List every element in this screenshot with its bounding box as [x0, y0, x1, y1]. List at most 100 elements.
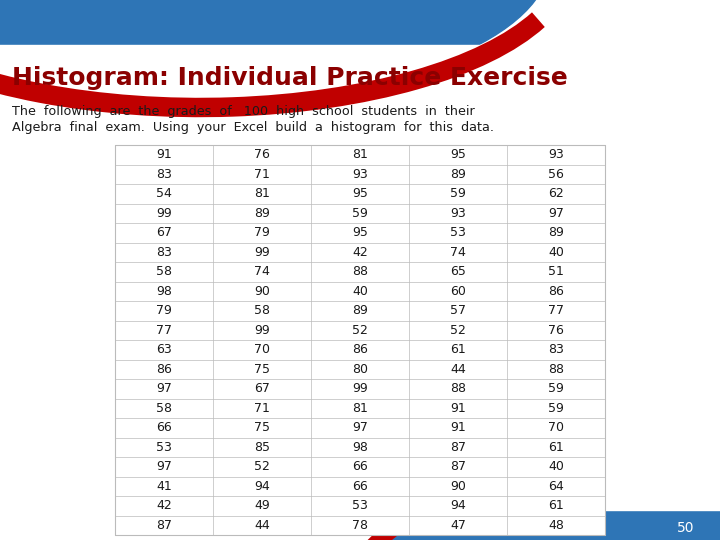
- Text: 76: 76: [548, 324, 564, 337]
- Text: 87: 87: [450, 460, 466, 473]
- Text: 95: 95: [450, 148, 466, 161]
- Text: 88: 88: [352, 265, 368, 278]
- Text: 71: 71: [254, 402, 270, 415]
- Text: 97: 97: [156, 382, 172, 395]
- Text: 98: 98: [352, 441, 368, 454]
- Bar: [0, 45, 720, 445]
- Text: Algebra  final  exam.  Using  your  Excel  build  a  histogram  for  this  data.: Algebra final exam. Using your Excel bui…: [12, 120, 494, 133]
- Text: 81: 81: [254, 187, 270, 200]
- Text: 89: 89: [352, 304, 368, 317]
- Text: 70: 70: [254, 343, 270, 356]
- Text: 40: 40: [548, 246, 564, 259]
- Text: 97: 97: [352, 421, 368, 434]
- Text: 70: 70: [548, 421, 564, 434]
- Text: 74: 74: [254, 265, 270, 278]
- Text: 75: 75: [254, 421, 270, 434]
- Text: 89: 89: [254, 207, 270, 220]
- Text: 47: 47: [450, 519, 466, 532]
- Bar: [0, 90, 720, 510]
- Text: 52: 52: [254, 460, 270, 473]
- Bar: [115, 145, 605, 535]
- Text: 78: 78: [352, 519, 368, 532]
- Text: 93: 93: [450, 207, 466, 220]
- Text: 93: 93: [548, 148, 564, 161]
- Text: 74: 74: [450, 246, 466, 259]
- Text: 83: 83: [548, 343, 564, 356]
- Text: 44: 44: [254, 519, 270, 532]
- Text: 93: 93: [352, 168, 368, 181]
- Text: 53: 53: [352, 500, 368, 512]
- Text: 71: 71: [254, 168, 270, 181]
- Text: 94: 94: [254, 480, 270, 492]
- Text: 99: 99: [352, 382, 368, 395]
- Text: 59: 59: [548, 382, 564, 395]
- Text: 61: 61: [548, 441, 564, 454]
- Text: 79: 79: [156, 304, 172, 317]
- Text: 80: 80: [352, 363, 368, 376]
- Text: 99: 99: [254, 324, 270, 337]
- Text: 86: 86: [156, 363, 172, 376]
- Text: 81: 81: [352, 402, 368, 415]
- Text: 57: 57: [450, 304, 466, 317]
- Text: 76: 76: [254, 148, 270, 161]
- Text: 85: 85: [254, 441, 270, 454]
- Text: 59: 59: [352, 207, 368, 220]
- Text: 86: 86: [548, 285, 564, 298]
- Text: 77: 77: [156, 324, 172, 337]
- Text: 40: 40: [548, 460, 564, 473]
- Text: 42: 42: [352, 246, 368, 259]
- Text: 58: 58: [254, 304, 270, 317]
- Text: 90: 90: [450, 480, 466, 492]
- Text: 97: 97: [548, 207, 564, 220]
- Text: 54: 54: [156, 187, 172, 200]
- Text: The  following  are  the  grades  of   100  high  school  students  in  their: The following are the grades of 100 high…: [12, 105, 474, 118]
- Text: 77: 77: [548, 304, 564, 317]
- Text: 42: 42: [156, 500, 172, 512]
- Ellipse shape: [360, 480, 720, 540]
- Text: 91: 91: [450, 402, 466, 415]
- Text: 66: 66: [156, 421, 172, 434]
- Text: 64: 64: [548, 480, 564, 492]
- Text: 51: 51: [548, 265, 564, 278]
- Text: 95: 95: [352, 187, 368, 200]
- Text: 59: 59: [548, 402, 564, 415]
- Text: 86: 86: [352, 343, 368, 356]
- Text: 53: 53: [156, 441, 172, 454]
- Text: 62: 62: [548, 187, 564, 200]
- Text: 41: 41: [156, 480, 172, 492]
- Text: 98: 98: [156, 285, 172, 298]
- Text: 52: 52: [450, 324, 466, 337]
- Text: 83: 83: [156, 168, 172, 181]
- Text: 87: 87: [156, 519, 172, 532]
- Ellipse shape: [0, 0, 550, 100]
- Text: 94: 94: [450, 500, 466, 512]
- Text: Histogram: Individual Practice Exercise: Histogram: Individual Practice Exercise: [12, 66, 568, 90]
- Text: 88: 88: [548, 363, 564, 376]
- Text: 99: 99: [254, 246, 270, 259]
- Text: 75: 75: [254, 363, 270, 376]
- Text: 87: 87: [450, 441, 466, 454]
- Text: 52: 52: [352, 324, 368, 337]
- Text: 79: 79: [254, 226, 270, 239]
- Text: 89: 89: [548, 226, 564, 239]
- Text: 97: 97: [156, 460, 172, 473]
- Text: 63: 63: [156, 343, 172, 356]
- Text: 60: 60: [450, 285, 466, 298]
- Text: 99: 99: [156, 207, 172, 220]
- Text: 58: 58: [156, 402, 172, 415]
- Text: 49: 49: [254, 500, 270, 512]
- Text: 56: 56: [548, 168, 564, 181]
- Text: 65: 65: [450, 265, 466, 278]
- Text: 67: 67: [156, 226, 172, 239]
- Text: 89: 89: [450, 168, 466, 181]
- Text: 81: 81: [352, 148, 368, 161]
- Text: 48: 48: [548, 519, 564, 532]
- Text: 59: 59: [450, 187, 466, 200]
- Text: 53: 53: [450, 226, 466, 239]
- Text: 58: 58: [156, 265, 172, 278]
- Text: 95: 95: [352, 226, 368, 239]
- Text: 66: 66: [352, 460, 368, 473]
- Text: 67: 67: [254, 382, 270, 395]
- Text: 91: 91: [156, 148, 172, 161]
- Text: 44: 44: [450, 363, 466, 376]
